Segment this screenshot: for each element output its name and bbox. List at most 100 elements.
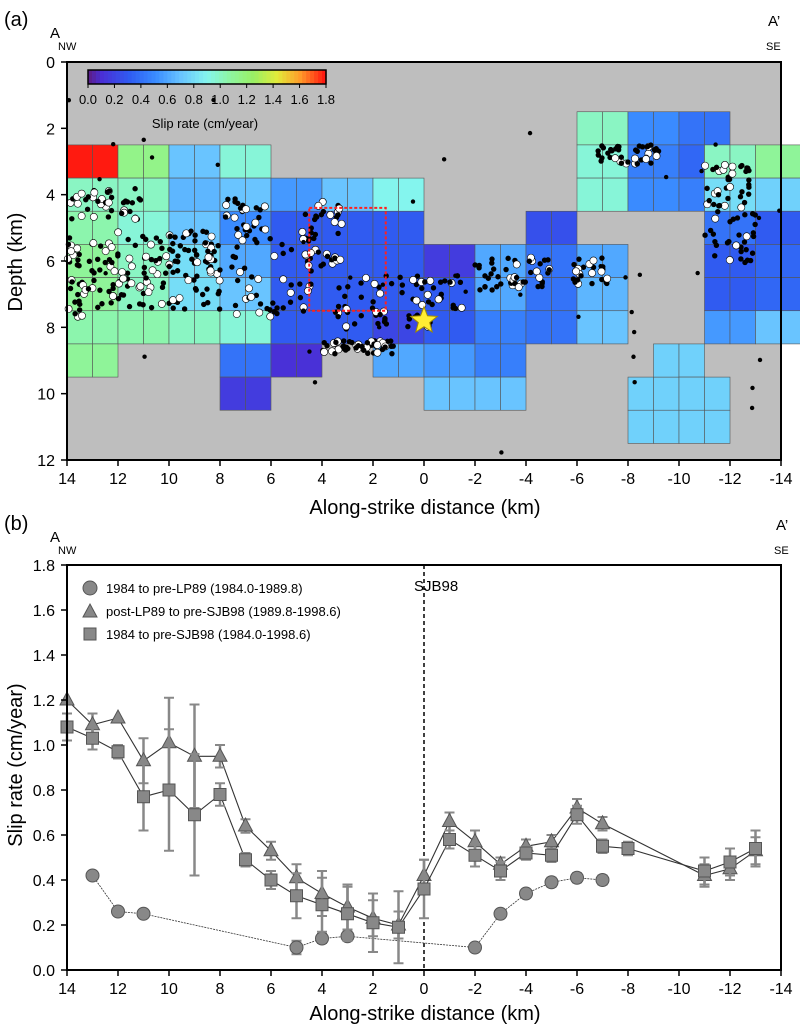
y-tick-label: 6 [46,254,55,271]
earthquake-marker [752,221,758,228]
legend-label-1: 1984 to pre-LP89 (1984.0-1989.8) [106,581,303,596]
aftershock-marker [162,252,171,261]
slip-cell [525,310,552,345]
slip-cell [245,244,272,278]
earthquake-marker [589,280,595,287]
data-point-square [290,889,303,903]
data-point-triangle [110,708,126,724]
earthquake-marker [232,254,239,261]
slip-cell [525,277,552,312]
slip-cell [219,376,246,411]
aftershock-marker [457,303,466,312]
data-point-circle [570,870,584,885]
earthquake-marker [122,198,129,204]
panel-b-end-right-dir: SE [774,545,789,557]
aftershock-marker [207,232,216,241]
x-tick-label: -6 [570,471,584,488]
earthquake-marker [157,255,163,262]
earthquake-marker [97,243,104,249]
earthquake-marker [324,342,330,349]
earthquake-marker [192,238,198,244]
slip-cell [525,210,552,245]
aftershock-marker [652,152,661,160]
colorbar-segment [238,70,244,84]
earthquake-marker [528,269,534,276]
slip-cell [194,310,221,345]
aftershock-marker [409,276,418,284]
aftershock-marker [728,169,737,178]
earthquake-marker [453,273,458,278]
colorbar-segment [322,70,327,84]
panel-a-end-left-dir: NW [58,41,77,53]
earthquake-marker [140,233,146,240]
earthquake-marker [279,241,285,248]
slip-cell [168,310,195,345]
earthquake-marker [406,316,413,322]
slip-cell [270,310,297,345]
aftershock-marker [101,247,110,255]
colorbar-frame [87,69,327,85]
earthquake-marker [539,283,545,290]
colorbar-segment [143,70,149,84]
earthquake-marker [313,213,319,219]
earthquake-marker [320,261,326,267]
earthquake-marker [115,253,121,259]
earthquake-marker [505,255,511,262]
earthquake-marker [599,155,605,161]
colorbar-segment [270,70,276,84]
aftershock-marker [77,189,86,198]
earthquake-marker [699,168,704,174]
earthquake-marker [172,234,178,240]
earthquake-marker [76,251,82,258]
colorbar-segment [155,70,160,84]
aftershock-marker [370,279,379,288]
panel-a-end-right: A’ [768,13,780,30]
aftershock-marker [737,203,746,212]
aftershock-marker [245,284,253,293]
earthquake-marker [336,285,342,291]
slip-cell [92,144,119,179]
earthquake-marker [743,168,749,175]
earthquake-marker [335,303,342,310]
aftershock-marker [701,161,710,170]
colorbar-segment [135,70,141,84]
earthquake-marker [752,212,758,218]
aftershock-marker [230,213,239,222]
aftershock-marker [603,274,612,283]
colorbar-segment [123,70,129,84]
earthquake-marker [441,157,447,162]
y-tick-label: 0.8 [33,783,55,800]
aftershock-marker [251,218,260,227]
earthquake-marker [148,256,155,263]
data-point-triangle [212,747,228,762]
aftershock-marker [234,231,243,239]
aftershock-marker [589,256,598,265]
earthquake-marker [364,340,371,346]
aftershock-marker [89,239,98,247]
earthquake-marker [498,281,504,287]
colorbar-tick-label: 1.2 [238,92,256,107]
x-tick-label: -12 [718,471,741,488]
earthquake-marker [202,240,209,246]
slip-cell [194,210,221,245]
earthquake-marker [576,256,582,262]
aftershock-marker [732,241,741,250]
earthquake-marker [414,273,421,279]
aftershock-marker [572,267,580,276]
earthquake-marker [499,450,504,455]
earthquake-marker [663,174,669,180]
earthquake-marker [166,263,173,270]
data-point-circle [493,906,508,921]
earthquake-marker [358,280,364,286]
aftershock-marker [131,214,140,223]
earthquake-marker [623,275,628,280]
earthquake-marker [648,160,654,166]
earthquake-marker [215,162,220,167]
earthquake-marker [167,233,173,239]
data-point-square [519,846,533,860]
earthquake-marker [106,288,112,295]
aftershock-marker [376,289,384,298]
data-point-square [621,842,635,855]
aftershock-marker [330,218,339,227]
earthquake-marker [457,279,464,285]
